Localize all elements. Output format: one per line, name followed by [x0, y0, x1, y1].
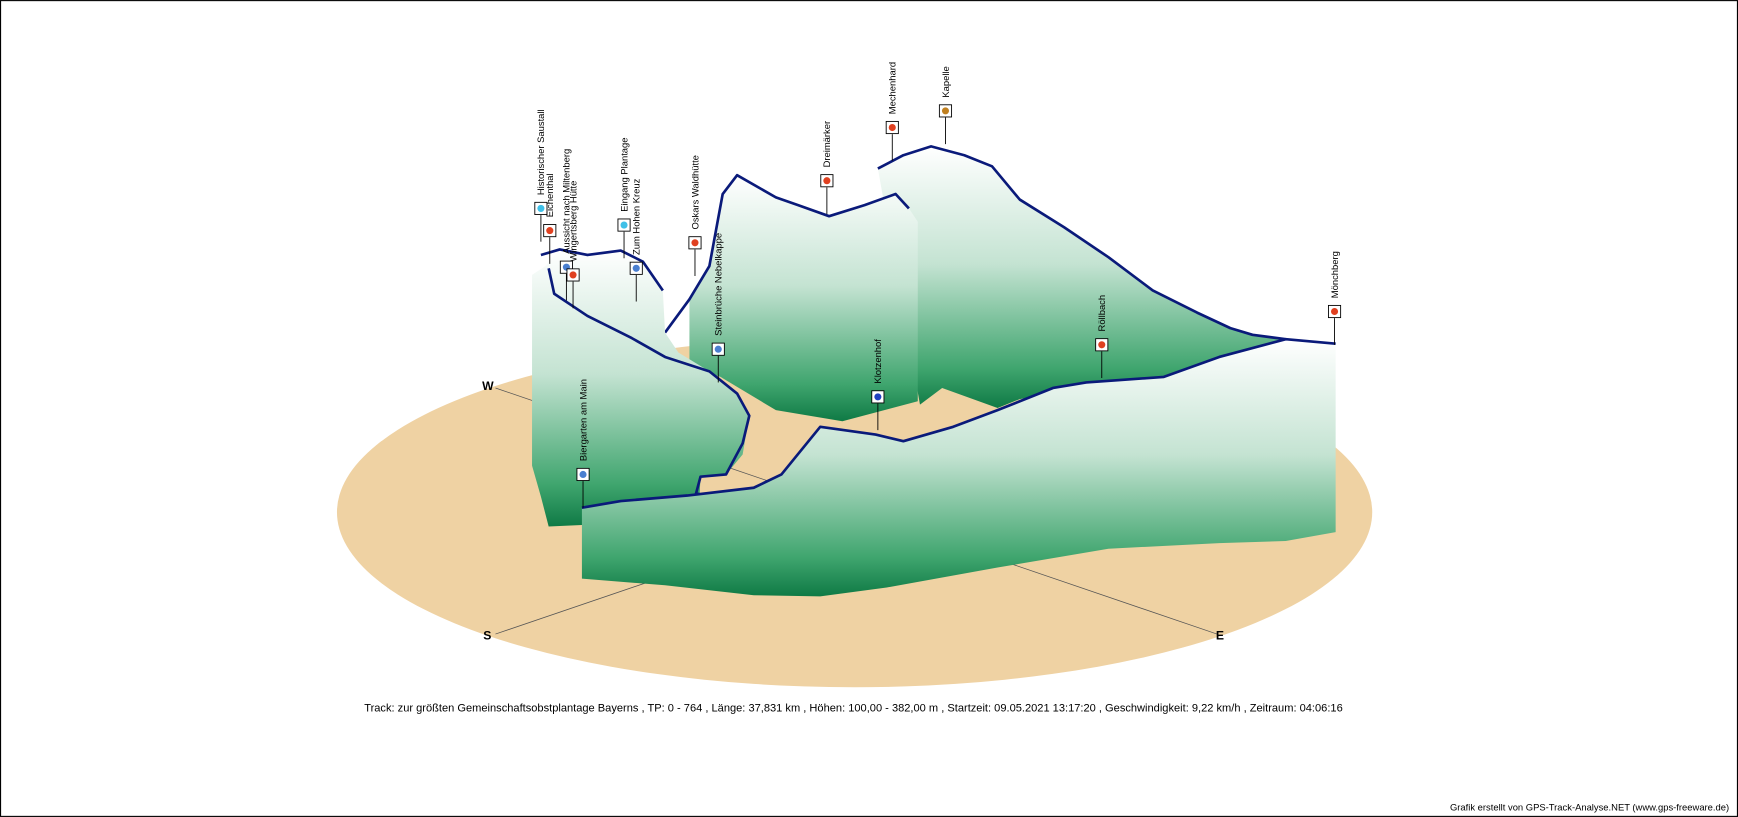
waypoint-icon-symbol — [569, 271, 577, 279]
wall-front — [581, 339, 1336, 597]
waypoint-label: Eingang Plantage — [618, 137, 629, 211]
waypoint-label: Eichenthal — [544, 173, 555, 217]
waypoint-label: Historischer Saustall — [535, 109, 546, 195]
waypoint-label: Aussicht nach Miltenberg — [561, 149, 572, 254]
waypoint-icon-symbol — [888, 123, 896, 132]
waypoint-icon-symbol — [579, 470, 587, 478]
waypoint-label: Kapelle — [940, 66, 951, 97]
waypoint-label: Biergarten am Main — [577, 379, 588, 461]
credit: Grafik erstellt von GPS-Track-Analyse.NE… — [1450, 801, 1729, 812]
waypoint-icon-symbol — [874, 393, 882, 401]
waypoint-label: Klotzenhof — [872, 339, 883, 384]
waypoint-icon-symbol — [714, 345, 722, 353]
wall-left — [532, 249, 750, 527]
track-line — [581, 337, 1336, 510]
waypoint-icon-symbol — [1330, 307, 1339, 316]
waypoint-label: Dreimärker — [821, 121, 832, 168]
track-line — [547, 268, 751, 503]
waypoint-icon-symbol — [823, 177, 831, 185]
elevation-walls — [532, 145, 1336, 597]
compass-west: W — [482, 379, 494, 393]
waypoint-icon-symbol — [1098, 341, 1106, 349]
track-line — [540, 248, 664, 292]
waypoint-label: Zum Hohen Kreuz — [631, 178, 642, 255]
waypoint-icon-symbol — [941, 107, 950, 115]
waypoint-label: Oskars Waldhütte — [689, 155, 700, 229]
wall-middle — [689, 175, 918, 422]
waypoint-label: Röllbach — [1096, 295, 1107, 332]
waypoint-label: Wingertsberg Hütte — [567, 181, 578, 262]
track-line — [663, 173, 910, 334]
waypoint-icon-symbol — [537, 204, 545, 212]
track-line — [877, 145, 1286, 341]
waypoint-icon-symbol — [691, 239, 699, 247]
waypoint-icon-symbol — [546, 227, 554, 235]
waypoint-label: Mechenhard — [887, 62, 898, 114]
waypoint-label: Mönchberg — [1329, 251, 1340, 298]
waypoint-label: Steinbrüche Nebelkappe — [713, 233, 724, 336]
wall-back — [877, 146, 1286, 408]
track-summary: Track: zur größten Gemeinschaftsobstplan… — [364, 703, 1343, 715]
compass-south: S — [483, 629, 491, 643]
compass-east: E — [1216, 629, 1224, 643]
waypoint-icon-symbol — [620, 221, 628, 229]
waypoint-icon-symbol — [632, 264, 640, 272]
